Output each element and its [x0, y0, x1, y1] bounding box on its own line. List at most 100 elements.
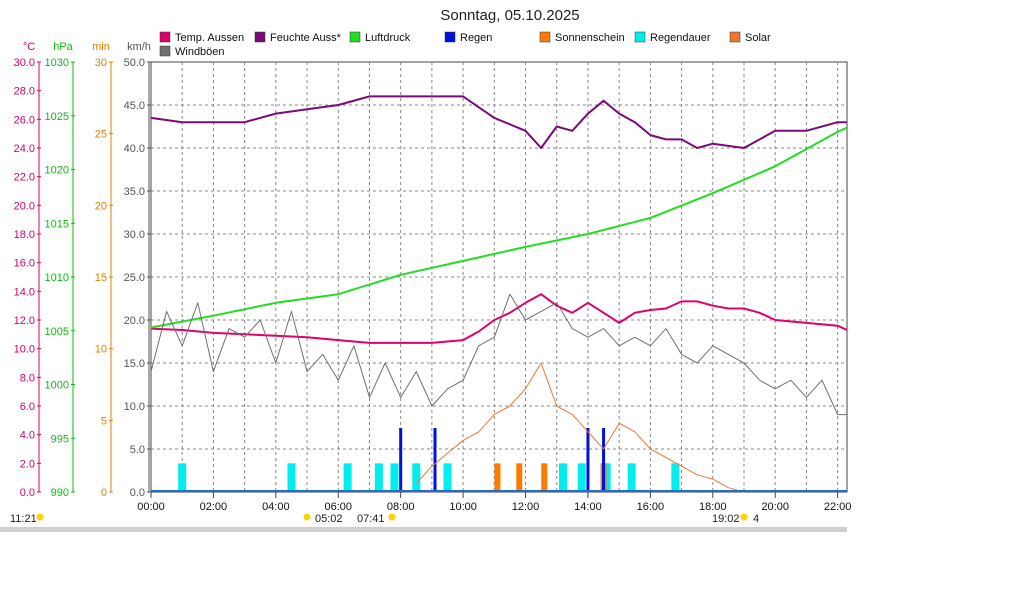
y-tick-label: 15: [95, 272, 107, 284]
legend-swatch: [539, 31, 551, 43]
y-tick-label: 10.0: [14, 344, 35, 356]
y-tick-label: 50.0: [124, 57, 145, 69]
regendauer-bar: [343, 463, 352, 492]
regendauer-bar: [671, 463, 680, 492]
y-tick-label: 0.0: [20, 487, 35, 499]
y-tick-label: 1000: [45, 380, 69, 392]
y-tick-label: 20.0: [14, 200, 35, 212]
y-tick-label: 4.0: [20, 430, 35, 442]
y-tick-label: 14.0: [14, 286, 35, 298]
x-tick-label: 12:00: [512, 501, 540, 513]
dawn-time: 07:41: [357, 513, 385, 525]
x-tick-label: 04:00: [262, 501, 290, 513]
y-tick-label: 5.0: [130, 444, 145, 456]
y-tick-label: 16.0: [14, 258, 35, 270]
y-tick-label: 25.0: [124, 272, 145, 284]
sunset-time: 19:02: [712, 513, 740, 525]
regendauer-bar: [627, 463, 636, 492]
sun-icon: [303, 513, 311, 521]
legend-label: Temp. Aussen: [175, 32, 244, 44]
y-tick-label: 1025: [45, 111, 69, 123]
x-tick-label: 02:00: [200, 501, 228, 513]
y-tick-label: 28.0: [14, 86, 35, 98]
regen-bar: [433, 428, 437, 492]
y-tick-label: 10.0: [124, 401, 145, 413]
series-lines: [150, 95, 848, 493]
legend-label: Sonnenschein: [555, 32, 625, 44]
series-windb-en: [150, 293, 847, 416]
legend-swatch: [349, 31, 361, 43]
y-tick-label: 6.0: [20, 401, 35, 413]
sun-icon: [388, 513, 396, 521]
y-tick-label: 12.0: [14, 315, 35, 327]
y-tick-label: 1020: [45, 165, 69, 177]
legend-label: Luftdruck: [365, 32, 411, 44]
y-tick-label: 40.0: [124, 143, 145, 155]
legend-swatch: [729, 31, 741, 43]
regendauer-bar: [287, 463, 296, 492]
x-tick-label: 16:00: [637, 501, 665, 513]
series-luftdruck: [150, 126, 848, 329]
y-tick-label: 22.0: [14, 172, 35, 184]
sun-left-time: 11:21: [10, 513, 37, 525]
axes-group: °C 0.0 2.0 4.0 6.0 8.0 10.0 12.0 14.0 16.0 18.0 20.…: [14, 41, 852, 513]
y-axis-unit: min: [92, 41, 110, 53]
x-tick-label: 22:00: [824, 501, 852, 513]
legend-label: Regen: [460, 32, 492, 44]
x-tick-label: 14:00: [574, 501, 602, 513]
regendauer-bar: [558, 463, 567, 492]
sun-bar-strip: [0, 527, 847, 532]
y-tick-label: 10: [95, 344, 107, 356]
x-tick-label: 18:00: [699, 501, 727, 513]
legend-label: Windböen: [175, 46, 225, 58]
y-tick-label: 45.0: [124, 100, 145, 112]
sun-icon: [740, 513, 748, 521]
grid-lines: [150, 61, 848, 493]
y-axis-unit: °C: [23, 41, 35, 53]
y-tick-label: 24.0: [14, 143, 35, 155]
sun-icon: [36, 513, 44, 521]
regendauer-bar: [374, 463, 383, 492]
y-tick-label: 30: [95, 57, 107, 69]
y-tick-label: 20.0: [124, 315, 145, 327]
y-tick-label: 995: [51, 433, 69, 445]
y-axis-unit: hPa: [53, 41, 73, 53]
y-tick-label: 25: [95, 129, 107, 141]
y-tick-label: 30.0: [124, 229, 145, 241]
legend-swatch: [634, 31, 646, 43]
x-tick-label: 10:00: [449, 501, 477, 513]
legend: Temp. Aussen Feuchte Auss* Luftdruck Regen S…: [159, 31, 771, 58]
y-tick-label: 26.0: [14, 114, 35, 126]
bar-marks: [178, 428, 680, 492]
x-tick-label: 20:00: [761, 501, 789, 513]
y-axis-unit: km/h: [127, 41, 151, 53]
chart-title: Sonntag, 05.10.2025: [440, 7, 579, 24]
y-tick-label: 990: [51, 487, 69, 499]
regen-bar: [602, 428, 606, 492]
regendauer-bar: [443, 463, 452, 492]
y-tick-label: 1030: [45, 57, 69, 69]
legend-swatch: [254, 31, 266, 43]
x-tick-label: 08:00: [387, 501, 415, 513]
y-tick-label: 1010: [45, 272, 69, 284]
regendauer-bar: [412, 463, 421, 492]
sun-times-bar: 11:21 05:02 07:41 19:02 4: [0, 513, 847, 532]
y-tick-label: 5: [101, 415, 107, 427]
regen-bar: [586, 428, 590, 492]
y-tick-label: 0: [101, 487, 107, 499]
legend-swatch: [444, 31, 456, 43]
y-tick-label: 2.0: [20, 458, 35, 470]
regendauer-bar: [602, 463, 611, 492]
series-solar: [415, 362, 745, 493]
series-feuchte-auss: [150, 95, 847, 149]
y-tick-label: 20: [95, 200, 107, 212]
regen-bar: [399, 428, 403, 492]
x-tick-label: 00:00: [137, 501, 165, 513]
regendauer-bar: [577, 463, 586, 492]
y-tick-label: 1005: [45, 326, 69, 338]
legend-label: Feuchte Auss*: [270, 32, 342, 44]
sonnenschein-bar: [516, 463, 523, 492]
y-tick-label: 1015: [45, 218, 69, 230]
regendauer-bar: [390, 463, 399, 492]
